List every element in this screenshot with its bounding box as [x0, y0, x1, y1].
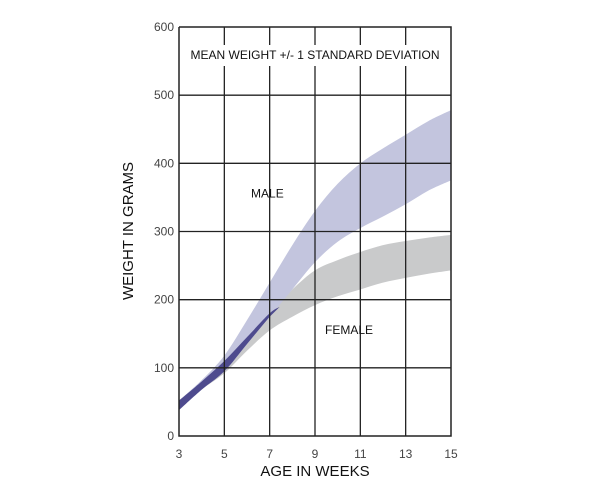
y-tick-label: 500: [154, 88, 174, 102]
y-tick-label: 600: [154, 20, 174, 34]
y-tick-label: 100: [154, 361, 174, 375]
male-label: MALE: [251, 186, 284, 200]
x-tick-label: 11: [354, 447, 367, 461]
female-label: FEMALE: [325, 323, 373, 337]
y-tick-label: 300: [154, 225, 174, 239]
x-tick-label: 3: [176, 447, 183, 461]
y-axis-label: WEIGHT IN GRAMS: [120, 162, 137, 300]
x-tick-label: 15: [444, 447, 458, 461]
axis-ticks: 0 100 200 300 400 500 600 3 5 7 9 11 13 15: [154, 20, 458, 461]
gridlines: [178, 26, 452, 437]
overlap-band: [179, 306, 280, 411]
x-axis-label: AGE IN WEEKS: [260, 463, 369, 480]
chart-title: MEAN WEIGHT +/- 1 STANDARD DEVIATION: [190, 48, 439, 62]
x-tick-label: 9: [312, 447, 319, 461]
female-band: [179, 234, 451, 411]
x-tick-label: 5: [221, 447, 228, 461]
plot-frame: [178, 26, 452, 437]
y-tick-label: 400: [154, 156, 174, 170]
y-tick-label: 0: [167, 429, 174, 443]
x-tick-label: 7: [266, 447, 273, 461]
x-tick-label: 13: [399, 447, 413, 461]
y-tick-label: 200: [154, 293, 174, 307]
chart-labels: MEAN WEIGHT +/- 1 STANDARD DEVIATION AGE…: [120, 48, 440, 480]
